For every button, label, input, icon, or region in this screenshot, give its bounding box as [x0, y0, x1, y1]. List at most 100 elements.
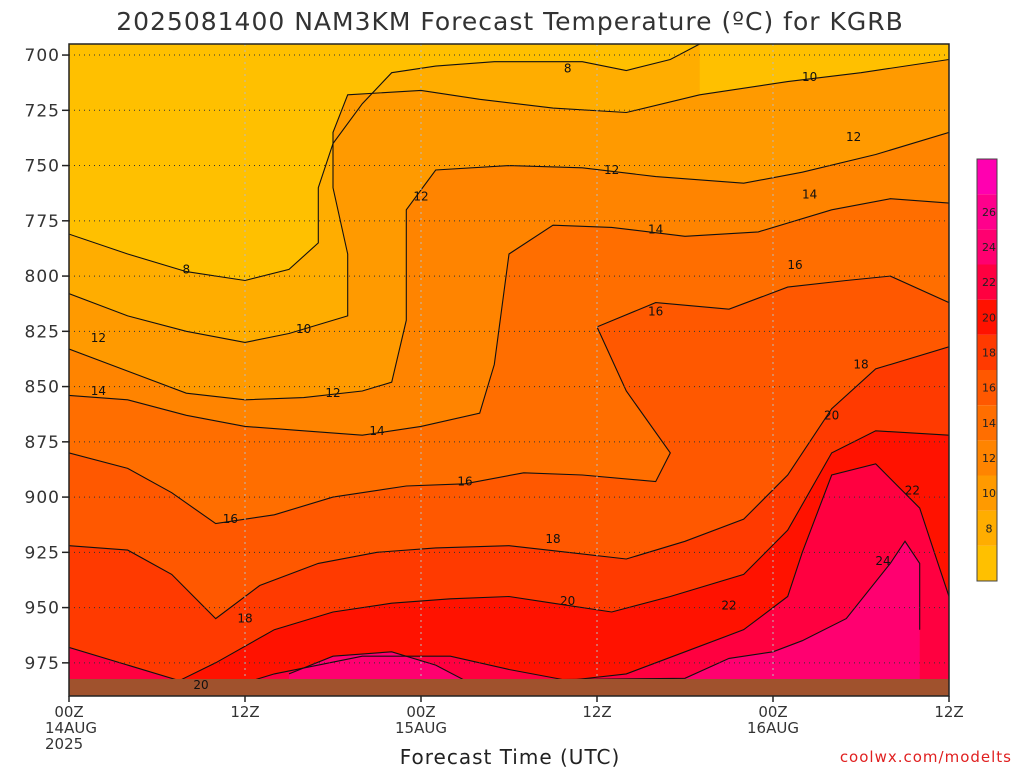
x-tick-label: 2025: [45, 735, 83, 753]
y-tick-label: 800: [25, 267, 60, 287]
contour-label-text: 22: [905, 483, 920, 497]
contour-label: 8: [564, 61, 572, 75]
contour-label-text: 20: [193, 678, 208, 692]
contour-fill-22: [69, 463, 949, 696]
colorbar-label: 8: [986, 522, 993, 535]
x-axis-label: Forecast Time (UTC): [400, 745, 621, 768]
contour-label: 16: [648, 304, 663, 318]
contour-label: 20: [824, 408, 839, 422]
contour-label-text: 16: [648, 304, 663, 318]
contour-label-text: 10: [296, 322, 311, 336]
contour-line-10: [69, 58, 949, 343]
x-tick-label: 12Z: [582, 703, 611, 721]
contour-label-text: 20: [560, 594, 575, 608]
chart-title: 2025081400 NAM3KM Forecast Temperature (…: [116, 7, 904, 36]
contour-label-text: 10: [802, 70, 817, 84]
contour-fill-20: [113, 430, 949, 696]
contour-label: 14: [369, 424, 384, 438]
contour-label: 10: [802, 70, 817, 84]
contour-label: 16: [223, 512, 238, 526]
contour-label: 18: [545, 532, 560, 546]
contour-label: 18: [237, 612, 252, 626]
y-tick-label: 875: [25, 433, 60, 453]
contour-line-18: [69, 346, 949, 620]
contour-label: 24: [875, 554, 890, 568]
contour-label-text: 12: [91, 331, 106, 345]
y-tick-label: 700: [25, 46, 60, 66]
contour-label: 12: [413, 190, 428, 204]
colorbar-swatch: [977, 299, 997, 335]
colorbar-label: 22: [982, 276, 996, 289]
contour-label-text: 12: [413, 190, 428, 204]
contour-label-text: 14: [91, 384, 106, 398]
y-tick-label: 900: [25, 488, 60, 508]
contour-line-24: [288, 540, 921, 682]
colorbar-swatch: [977, 370, 997, 406]
contour-label-text: 16: [787, 258, 802, 272]
contour-label-text: 18: [237, 612, 252, 626]
colorbar: 8 10 12 14 16 18 20 22 24 26: [976, 158, 998, 582]
colorbar-swatch: [977, 229, 997, 265]
contour-label-text: 14: [648, 223, 663, 237]
contour-label: 10: [296, 322, 311, 336]
y-tick-label: 975: [25, 654, 60, 674]
colorbar-label: 18: [982, 346, 996, 359]
contour-label: 14: [802, 187, 817, 201]
colorbar-swatch: [977, 475, 997, 511]
contour-line-14: [69, 198, 949, 436]
contour-label: 20: [560, 594, 575, 608]
colorbar-swatch: [977, 334, 997, 370]
x-tick-label: 00Z: [758, 703, 787, 721]
colorbar-swatch: [977, 159, 997, 195]
contour-label-text: 16: [223, 512, 238, 526]
contour-label: 20: [193, 678, 208, 692]
y-tick-label: 750: [25, 157, 60, 177]
contour-label: 16: [787, 258, 802, 272]
contour-label: 16: [457, 475, 472, 489]
contour-fill-24: [289, 541, 920, 696]
contour-label: 8: [183, 262, 191, 276]
x-tick-label: 12Z: [934, 703, 963, 721]
colorbar-label: 20: [982, 311, 996, 324]
contour-label-text: 8: [183, 262, 191, 276]
contour-line-16: [69, 275, 949, 525]
x-tick-label: 14AUG: [45, 719, 97, 737]
colorbar-swatch: [977, 545, 997, 581]
plot-area: 8 10 12 12 12 14 14 8 16 16 10 12 18 14 12 20 14 16 22 16 18…: [69, 44, 949, 696]
x-tick-label: 00Z: [54, 703, 83, 721]
x-tick-label: 00Z: [406, 703, 435, 721]
contour-label-text: 14: [802, 187, 817, 201]
contour-label: 18: [853, 357, 868, 371]
colorbar-label: 12: [982, 452, 996, 465]
ground-band: [69, 679, 949, 696]
y-tick-label: 825: [25, 322, 60, 342]
contour-label: 14: [648, 223, 663, 237]
x-tick-label: 16AUG: [747, 719, 799, 737]
contour-label-text: 12: [846, 130, 861, 144]
colorbar-label: 10: [982, 487, 996, 500]
contour-line-8: [69, 44, 700, 282]
y-tick-label: 850: [25, 378, 60, 398]
contour-label: 14: [91, 384, 106, 398]
y-tick-label: 950: [25, 599, 60, 619]
contour-line-12: [69, 131, 949, 401]
colorbar-label: 16: [982, 382, 996, 395]
contour-label-text: 20: [824, 408, 839, 422]
colorbar-swatch: [977, 194, 997, 230]
contour-label: 12: [91, 331, 106, 345]
colorbar-swatch: [977, 440, 997, 476]
contour-label: 12: [325, 386, 340, 400]
contour-label-text: 24: [875, 554, 890, 568]
contour-label-text: 22: [721, 598, 736, 612]
colorbar-label: 24: [982, 241, 996, 254]
contour-label-text: 12: [604, 163, 619, 177]
contour-label: 22: [721, 598, 736, 612]
y-axis: 700 725 750 775 800 825 850 875 900 925 950 975: [25, 46, 69, 674]
colorbar-swatch: [977, 510, 997, 546]
contour-label-text: 18: [545, 532, 560, 546]
colorbar-label: 14: [982, 417, 996, 430]
contour-label: 22: [905, 483, 920, 497]
colorbar-swatch: [977, 264, 997, 300]
